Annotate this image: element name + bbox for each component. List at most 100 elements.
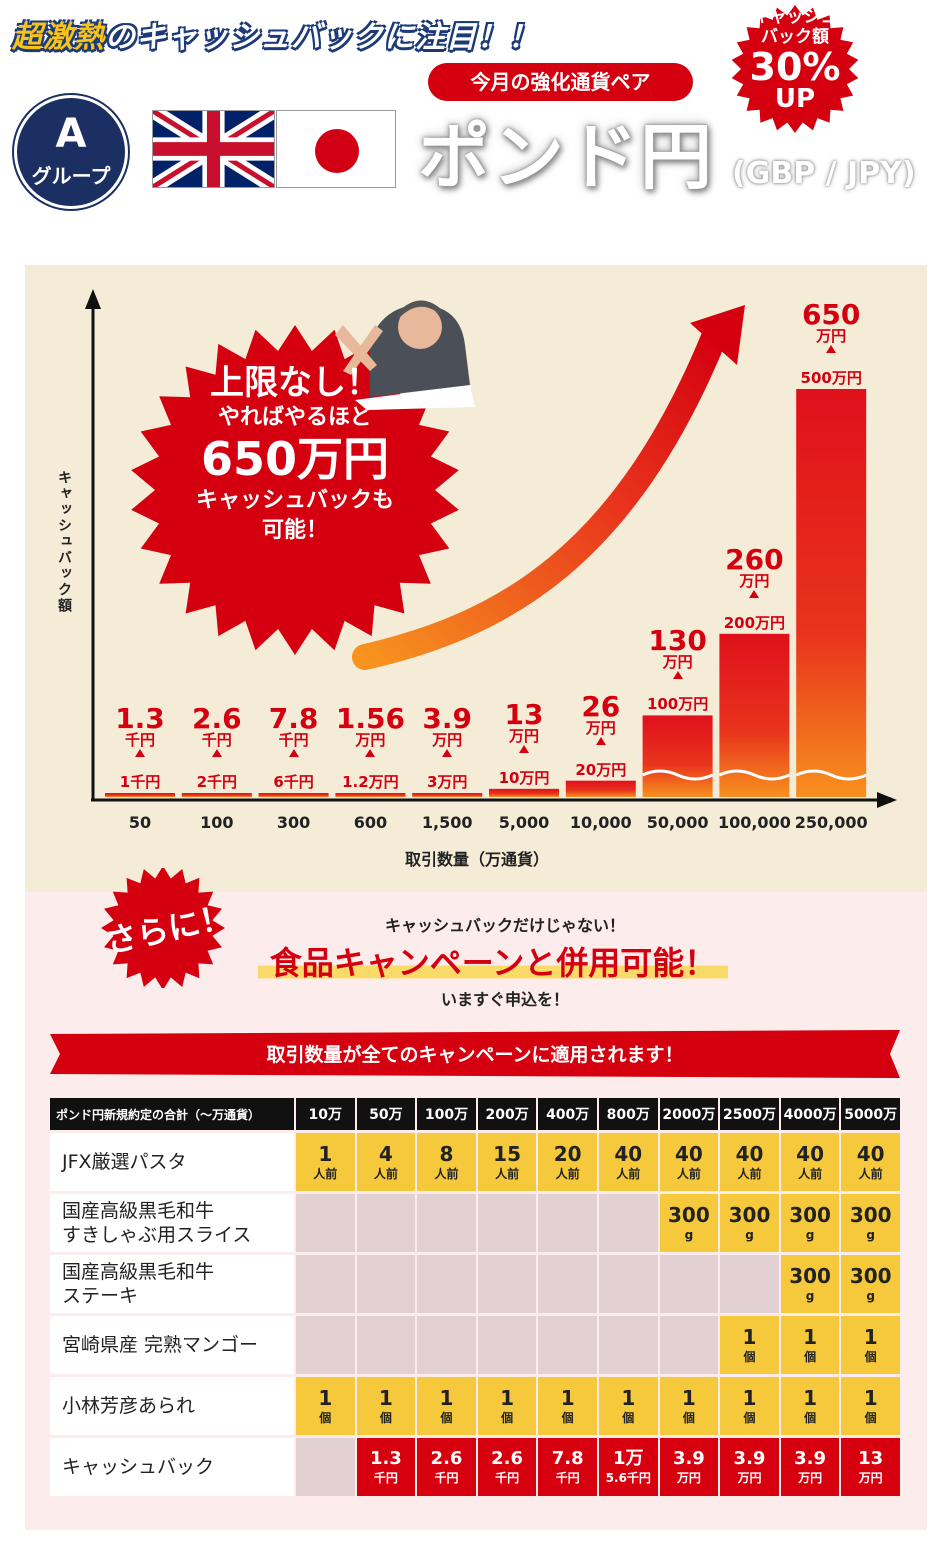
table-cell: 300 g xyxy=(780,1194,840,1252)
campaign-table: ポンド円新規約定の合計（〜万通貨） 10万 50万 100万 200万 400万 800万 2… xyxy=(50,1098,900,1496)
bar-base-value-label: 1千円 xyxy=(119,773,161,791)
table-cell-empty xyxy=(477,1255,537,1313)
table-column-header: 2500万 xyxy=(720,1098,779,1130)
bar xyxy=(105,793,175,797)
table-cell-empty xyxy=(417,1316,476,1374)
table-cell-empty xyxy=(659,1316,719,1374)
table-column-header: 5000万 xyxy=(841,1098,900,1130)
x-axis-label: 取引数量（万通貨） xyxy=(405,850,550,869)
table-column-header: 4000万 xyxy=(780,1098,840,1130)
presenter-figure xyxy=(335,300,475,410)
table-cell-empty xyxy=(598,1255,658,1313)
bar xyxy=(258,793,329,797)
table-cell: 8 人前 xyxy=(417,1133,476,1191)
y-axis-label: キャッシュバック額 xyxy=(56,470,72,614)
table-row-name: JFX厳選パスタ xyxy=(50,1133,294,1191)
headline: 超激熱のキャッシュバックに注目！！ xyxy=(12,20,539,55)
table-cell: 3.9 万円 xyxy=(659,1438,719,1496)
x-tick-label: 250,000 xyxy=(794,813,868,832)
no-limit-callout-text: 上限なし！ やればやるほど 650万円 キャッシュバックも 可能！ xyxy=(195,363,394,543)
bar-value-label: 1.56 万円 xyxy=(332,705,408,757)
table-cell: 7.8 千円 xyxy=(538,1438,597,1496)
table-cell: 300 g xyxy=(720,1194,779,1252)
uk-flag-icon xyxy=(152,110,275,188)
x-tick-label: 5,000 xyxy=(498,813,550,832)
bar-value-label: 260 万円 xyxy=(716,545,792,598)
x-tick-label: 100 xyxy=(200,813,234,832)
table-cell: 300 g xyxy=(659,1194,719,1252)
table-cell: 1万 5.6千円 xyxy=(598,1438,658,1496)
table-column-header: 800万 xyxy=(598,1098,658,1130)
cashback-bar-chart xyxy=(85,289,897,808)
table-cell-empty xyxy=(598,1316,658,1374)
table-cell-empty xyxy=(659,1255,719,1313)
table-row-name: 国産高級黒毛和牛 すきしゃぶ用スライス xyxy=(50,1194,294,1252)
bar xyxy=(412,793,483,797)
table-row-name: 国産高級黒毛和牛 ステーキ xyxy=(50,1255,294,1313)
x-tick-label: 300 xyxy=(276,813,311,832)
group-letter: A xyxy=(55,111,87,157)
pair-name: ポンド円 xyxy=(418,115,715,199)
table-cell: 40 人前 xyxy=(659,1133,719,1191)
bar xyxy=(642,715,713,797)
bar-base-value-label: 100万円 xyxy=(646,695,709,714)
table-cell: 2.6 千円 xyxy=(477,1438,537,1496)
table-cell: 3.9 万円 xyxy=(780,1438,840,1496)
table-cell-empty xyxy=(356,1194,416,1252)
japan-flag-icon xyxy=(276,110,396,188)
bar xyxy=(796,389,867,797)
table-cell-empty xyxy=(417,1255,476,1313)
table-cell-empty xyxy=(296,1194,355,1252)
x-tick-label: 600 xyxy=(353,813,388,832)
promo-main-title: 食品キャンペーンと併用可能！ xyxy=(258,938,728,984)
bar xyxy=(489,788,559,797)
bar xyxy=(719,633,790,797)
bar xyxy=(565,780,636,797)
x-tick-label: 1,500 xyxy=(421,813,473,832)
table-cell-empty xyxy=(296,1255,355,1313)
table-cell-empty xyxy=(720,1255,779,1313)
bar-value-label: 26 万円 xyxy=(563,692,639,745)
table-cell-empty xyxy=(477,1316,537,1374)
table-cell: 40 人前 xyxy=(598,1133,658,1191)
promo-call-to-action: いますぐ申込を！ xyxy=(440,990,569,1009)
table-cell: 300 g xyxy=(841,1194,900,1252)
x-tick-label: 100,000 xyxy=(717,813,791,832)
bar-base-value-label: 20万円 xyxy=(575,760,627,779)
x-tick-label: 10,000 xyxy=(569,813,632,832)
pair-code: (GBP / JPY) xyxy=(732,156,916,191)
table-cell-empty xyxy=(477,1194,537,1252)
bar-base-value-label: 3万円 xyxy=(426,773,468,791)
x-tick-label: 50 xyxy=(128,813,152,832)
table-cell: 300 g xyxy=(841,1255,900,1313)
table-cell: 1 人前 xyxy=(296,1133,355,1191)
bar-break-wave xyxy=(641,769,714,781)
table-corner-header: ポンド円新規約定の合計（〜万通貨） xyxy=(50,1098,294,1130)
bar-value-label: 2.6 千円 xyxy=(179,705,255,757)
table-cell-empty xyxy=(296,1438,355,1496)
table-cell-empty xyxy=(356,1316,416,1374)
bar-base-value-label: 1.2万円 xyxy=(342,773,399,791)
table-row-name: 小林芳彦あられ xyxy=(50,1377,294,1435)
table-cell: 40 人前 xyxy=(780,1133,840,1191)
table-cell: 300 g xyxy=(780,1255,840,1313)
bar-base-value-label: 200万円 xyxy=(723,613,786,632)
bar-value-label: 1.3 千円 xyxy=(102,705,178,757)
table-cell: 40 人前 xyxy=(720,1133,779,1191)
promo-subtitle: キャッシュバックだけじゃない！ xyxy=(384,916,625,935)
cashback-up-starburst xyxy=(731,5,859,133)
no-limit-callout xyxy=(131,300,475,655)
table-cell: 2.6 千円 xyxy=(417,1438,476,1496)
table-cell: 20 人前 xyxy=(538,1133,597,1191)
table-cell: 15 人前 xyxy=(477,1133,537,1191)
table-row-name: キャッシュバック xyxy=(50,1438,294,1496)
banner-text: 取引数量が全てのキャンペーンに適用されます！ xyxy=(266,1044,684,1066)
table-cell-empty xyxy=(538,1255,597,1313)
